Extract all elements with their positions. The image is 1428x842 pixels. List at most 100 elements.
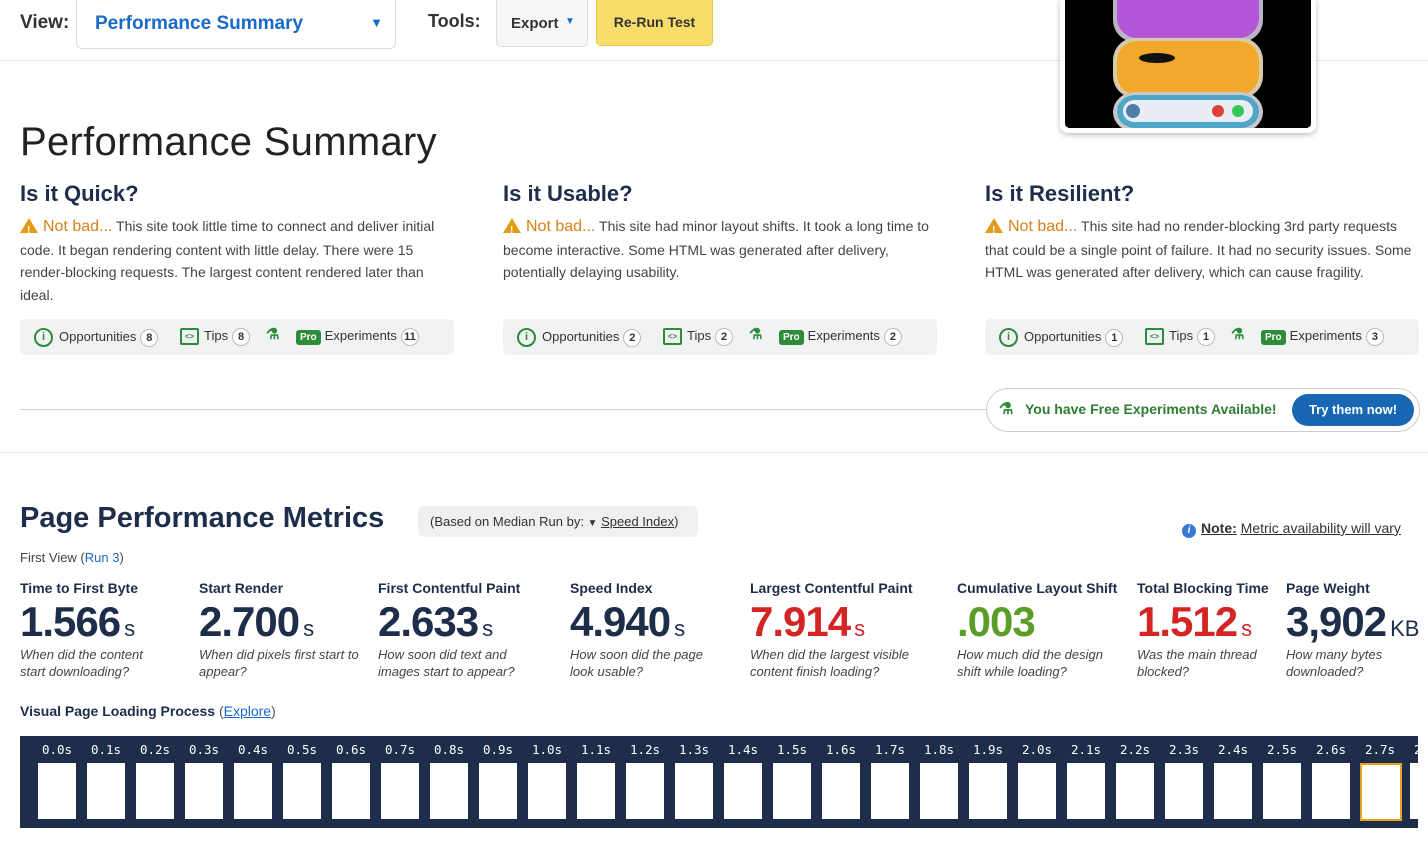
filmstrip-frame[interactable]: 1.7s	[870, 736, 910, 819]
filmstrip-frame[interactable]: 1.8s	[919, 736, 959, 819]
metric-number: 2.700	[199, 598, 300, 645]
filmstrip-frame[interactable]: 0.8s	[429, 736, 469, 819]
frame-time-label: 0.1s	[90, 742, 122, 757]
filmstrip-frame[interactable]: 1.4s	[723, 736, 763, 819]
metric-unit: KB	[1390, 616, 1420, 641]
filmstrip-frame[interactable]: 1.5s	[772, 736, 812, 819]
usable-experiments[interactable]: Pro Experiments 2	[779, 328, 902, 346]
note-text[interactable]: Metric availability will vary	[1240, 520, 1401, 536]
pro-badge: Pro	[779, 330, 804, 345]
tips-label: Tips	[1169, 328, 1194, 343]
quick-opportunities[interactable]: i Opportunities 8	[34, 328, 159, 347]
usable-opportunities[interactable]: i Opportunities 2	[517, 328, 642, 347]
resilient-text: This site had no render-blocking 3rd par…	[985, 218, 1412, 280]
metric-value: 3,902 KB	[1286, 598, 1419, 646]
resilient-tips[interactable]: <> Tips 1	[1145, 328, 1216, 346]
filmstrip-frame[interactable]: 0.9s	[478, 736, 518, 819]
opportunities-label: Opportunities	[542, 328, 620, 344]
caret-down-icon: ▼	[587, 518, 598, 529]
filmstrip-frame[interactable]: 1.1s	[576, 736, 616, 819]
filmstrip-frame[interactable]: 0.6s	[331, 736, 371, 819]
frame-time-label: 0.5s	[286, 742, 318, 757]
filmstrip-frame[interactable]: 0.3s	[184, 736, 224, 819]
frame-thumbnail	[773, 763, 811, 819]
filmstrip-frame[interactable]: 0.1s	[86, 736, 126, 819]
filmstrip-frame[interactable]: 2.1s	[1066, 736, 1106, 819]
frame-thumbnail	[822, 763, 860, 819]
opportunities-count: 2	[623, 328, 642, 347]
filmstrip-frame[interactable]: 1.0s	[527, 736, 567, 819]
tips-count: 2	[715, 328, 734, 346]
filmstrip-frame[interactable]: 2.6s	[1311, 736, 1351, 819]
filmstrip-frame[interactable]: 2.7s	[1360, 736, 1402, 821]
filmstrip-frame[interactable]: 0.0s	[37, 736, 77, 819]
filmstrip-frame[interactable]: 2.3s	[1164, 736, 1204, 819]
frame-time-label: 0.3s	[188, 742, 220, 757]
metric-unit: s	[303, 616, 315, 641]
info-icon: i	[1182, 524, 1196, 538]
frame-thumbnail	[1067, 763, 1105, 819]
filmstrip-frame[interactable]: 2.8s	[1409, 736, 1418, 819]
frame-time-label: 2.4s	[1217, 742, 1249, 757]
frame-time-label: 1.0s	[531, 742, 563, 757]
metric-number: 3,902	[1286, 598, 1387, 645]
view-select[interactable]: Performance Summary ▼	[76, 0, 396, 49]
frame-time-label: 0.0s	[41, 742, 73, 757]
usable-heading: Is it Usable?	[503, 181, 633, 206]
frame-thumbnail	[528, 763, 566, 819]
explore-link[interactable]: Explore	[223, 703, 272, 719]
filmstrip-frame[interactable]: 0.5s	[282, 736, 322, 819]
rerun-test-button[interactable]: Re-Run Test	[596, 0, 713, 46]
metric-page-weight: Page Weight 3,902 KB How many bytes downl…	[1286, 580, 1419, 680]
quick-tips[interactable]: <> Tips 8	[180, 328, 251, 346]
opportunities-label: Opportunities	[1024, 328, 1102, 344]
filmstrip-frame[interactable]: 1.3s	[674, 736, 714, 819]
visual-loading-label: Visual Page Loading Process (Explore)	[20, 703, 276, 719]
metric-value: 2.700 s	[199, 598, 359, 646]
quick-status: Not bad...	[43, 218, 113, 235]
metric-description: How much did the design shift while load…	[957, 647, 1103, 679]
median-metric-link[interactable]: Speed Index	[601, 514, 675, 529]
filmstrip-frame[interactable]: 2.5s	[1262, 736, 1302, 819]
metric-label: Page Weight	[1286, 580, 1370, 596]
filmstrip-frame[interactable]: 2.0s	[1017, 736, 1057, 819]
resilient-opportunities[interactable]: i Opportunities 1	[999, 328, 1124, 347]
frame-thumbnail	[185, 763, 223, 819]
filmstrip-frame[interactable]: 1.6s	[821, 736, 861, 819]
first-view-label: First View (Run 3)	[20, 550, 124, 565]
filmstrip-frame[interactable]: 1.9s	[968, 736, 1008, 819]
try-them-now-button[interactable]: Try them now!	[1292, 394, 1414, 426]
filmstrip-frame[interactable]: 2.2s	[1115, 736, 1155, 819]
export-button[interactable]: Export ▼	[496, 0, 588, 47]
experiments-count: 3	[1365, 328, 1384, 346]
quick-experiments[interactable]: Pro Experiments 11	[296, 328, 419, 346]
usable-tips[interactable]: <> Tips 2	[663, 328, 734, 346]
filmstrip-frame[interactable]: 0.2s	[135, 736, 175, 819]
resilient-experiments[interactable]: Pro Experiments 3	[1261, 328, 1384, 346]
run-link[interactable]: Run 3	[84, 550, 120, 565]
filmstrip[interactable]: 0.0s 0.1s 0.2s 0.3s 0.4s 0.5s 0.6s 0.7s 0.8s 0.9s…	[20, 736, 1418, 828]
filmstrip-frame[interactable]: 0.4s	[233, 736, 273, 819]
metric-value: 1.512 s	[1137, 598, 1269, 646]
metric-ttfb: Time to First Byte 1.566 s When did the c…	[20, 580, 160, 680]
resilient-description: Not bad... This site had no render-block…	[985, 215, 1421, 284]
metric-cls: Cumulative Layout Shift .003 How much di…	[957, 580, 1117, 680]
metric-label: Time to First Byte	[20, 580, 138, 596]
quick-text: This site took little time to connect an…	[20, 218, 435, 303]
filmstrip-frame[interactable]: 2.4s	[1213, 736, 1253, 819]
frame-time-label: 0.7s	[384, 742, 416, 757]
tips-label: Tips	[204, 328, 229, 343]
filmstrip-frame[interactable]: 0.7s	[380, 736, 420, 819]
export-label: Export	[511, 15, 559, 32]
page-screenshot-thumbnail[interactable]	[1060, 0, 1316, 133]
frame-thumbnail	[1018, 763, 1056, 819]
metric-unit: s	[674, 616, 686, 641]
tips-label: Tips	[687, 328, 712, 343]
frame-thumbnail	[1214, 763, 1252, 819]
median-run-selector[interactable]: (Based on Median Run by: ▼ Speed Index)	[418, 506, 698, 537]
metric-description: When did the content start downloading?	[20, 647, 143, 679]
filmstrip-frame[interactable]: 1.2s	[625, 736, 665, 819]
frame-thumbnail	[871, 763, 909, 819]
frame-thumbnail	[969, 763, 1007, 819]
page-title: Performance Summary	[20, 120, 437, 164]
